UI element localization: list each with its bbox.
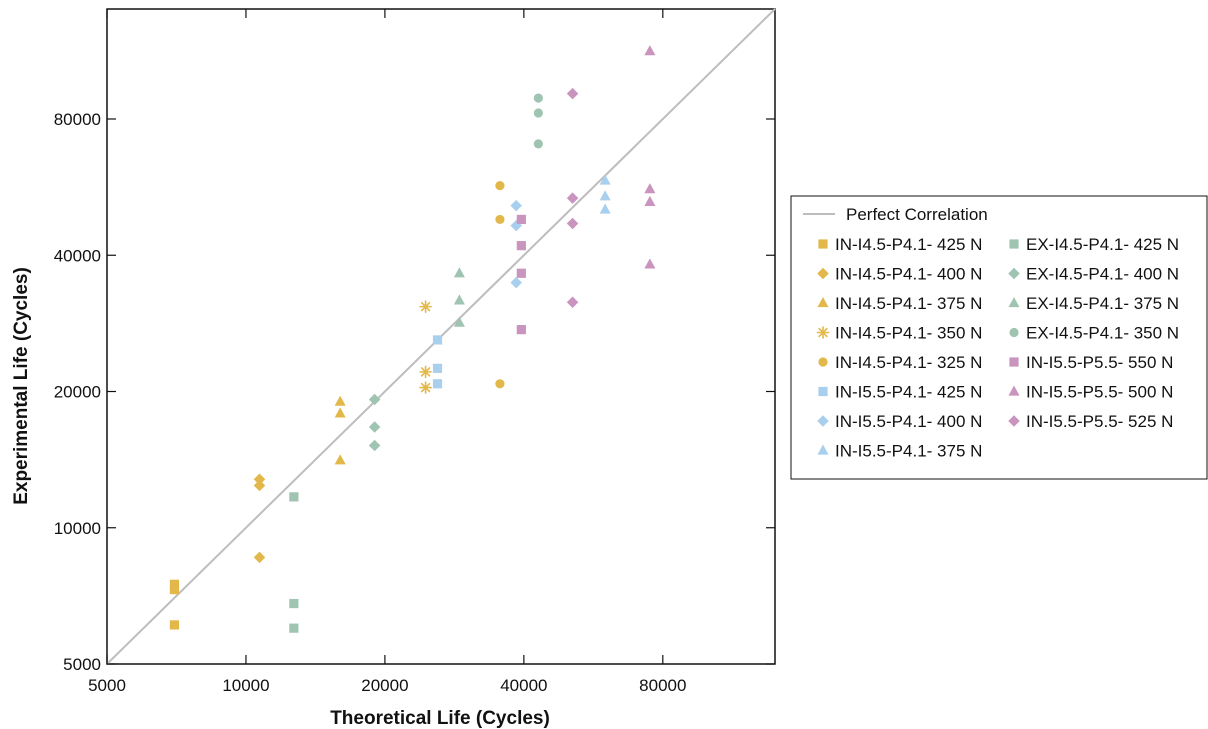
- data-point: [453, 294, 465, 305]
- x-tick-label: 5000: [88, 676, 126, 695]
- data-point: [334, 395, 346, 406]
- legend-marker: [817, 444, 829, 455]
- data-points: [169, 45, 656, 633]
- data-point: [289, 623, 299, 633]
- data-point: [169, 620, 180, 630]
- axis-ticks: 5000 10000 20000 40000 80000 5000 10000 20000 40…: [54, 9, 775, 695]
- legend-label: EX-I4.5-P4.1- 425 N: [1026, 235, 1179, 254]
- legend-marker: [1008, 415, 1020, 427]
- data-point: [289, 598, 299, 609]
- data-point: [432, 379, 443, 389]
- data-point: [289, 492, 299, 502]
- data-point: [533, 139, 543, 149]
- legend-marker: [817, 297, 829, 308]
- x-tick-label: 20000: [361, 676, 408, 695]
- legend-label: IN-I5.5-P4.1- 425 N: [835, 383, 982, 402]
- data-point: [253, 479, 266, 492]
- legend-label: IN-I5.5-P4.1- 400 N: [835, 412, 982, 431]
- legend-marker: [1009, 239, 1019, 249]
- y-tick-label: 10000: [54, 519, 101, 538]
- data-point: [419, 365, 432, 379]
- legend-label: IN-I5.5-P5.5- 525 N: [1026, 412, 1173, 431]
- data-point: [644, 258, 656, 269]
- legend-marker: [1008, 297, 1020, 308]
- data-point: [566, 87, 579, 100]
- data-point: [599, 174, 611, 185]
- data-point: [334, 407, 346, 418]
- data-point: [495, 214, 505, 225]
- x-axis-title: Theoretical Life (Cycles): [330, 708, 550, 729]
- x-tick-label: 40000: [500, 676, 547, 695]
- data-point: [644, 195, 656, 206]
- data-point: [533, 108, 543, 118]
- data-point: [644, 45, 656, 56]
- y-tick-label: 20000: [54, 383, 101, 402]
- data-point: [599, 203, 611, 214]
- data-point: [533, 93, 543, 103]
- plot-frame: [106, 8, 776, 665]
- y-tick-label: 80000: [54, 110, 101, 129]
- legend-label: IN-I4.5-P4.1- 400 N: [835, 265, 982, 284]
- data-point: [495, 181, 505, 191]
- data-point: [419, 300, 432, 313]
- legend-marker: [817, 267, 829, 280]
- data-point: [516, 325, 526, 335]
- legend-label: IN-I5.5-P5.5- 500 N: [1026, 383, 1173, 402]
- data-point: [432, 363, 443, 373]
- data-point: [368, 421, 381, 433]
- data-point: [453, 316, 465, 327]
- y-tick-label: 40000: [54, 246, 101, 265]
- legend-box: [790, 195, 1208, 480]
- legend-marker: [818, 357, 828, 367]
- data-point: [510, 276, 522, 289]
- data-point: [516, 241, 526, 251]
- legend-marker: [1009, 327, 1019, 338]
- legend-label: EX-I4.5-P4.1- 375 N: [1026, 294, 1179, 313]
- legend-label: IN-I5.5-P4.1- 375 N: [835, 442, 982, 461]
- legend-label: IN-I4.5-P4.1- 350 N: [835, 324, 982, 343]
- data-point: [334, 454, 346, 465]
- data-point: [566, 217, 579, 230]
- data-point: [516, 214, 526, 225]
- data-point: [510, 199, 522, 212]
- legend-marker: [818, 386, 828, 397]
- legend-label: EX-I4.5-P4.1- 350 N: [1026, 324, 1179, 343]
- legend-label: IN-I5.5-P5.5- 550 N: [1026, 353, 1173, 372]
- data-point: [516, 268, 526, 278]
- data-point: [419, 381, 432, 394]
- data-point: [253, 473, 266, 485]
- y-tick-label: 5000: [63, 655, 101, 674]
- data-point: [644, 183, 656, 194]
- x-tick-label: 10000: [222, 676, 269, 695]
- data-point: [495, 379, 505, 389]
- data-point: [253, 551, 266, 564]
- legend-marker: [816, 326, 830, 339]
- data-point: [169, 585, 180, 595]
- data-point: [169, 579, 180, 589]
- legend-label: IN-I4.5-P4.1- 375 N: [835, 294, 982, 313]
- legend-label: IN-I4.5-P4.1- 425 N: [835, 235, 982, 254]
- legend-marker: [1009, 357, 1019, 367]
- data-point: [566, 296, 579, 308]
- data-point: [368, 439, 381, 452]
- y-axis-title: Experimental Life (Cycles): [11, 267, 32, 505]
- legend-label: EX-I4.5-P4.1- 400 N: [1026, 265, 1179, 284]
- data-point: [599, 190, 611, 201]
- legend-marker: [1008, 267, 1020, 280]
- x-tick-label: 80000: [639, 676, 686, 695]
- data-point: [432, 335, 443, 345]
- legend-label: Perfect Correlation: [846, 205, 988, 224]
- legend-marker: [817, 415, 829, 427]
- data-point: [453, 267, 465, 278]
- data-point: [368, 393, 381, 406]
- legend-marker: [818, 239, 828, 249]
- legend-marker: [1008, 385, 1020, 396]
- legend-label: IN-I4.5-P4.1- 325 N: [835, 353, 982, 372]
- data-point: [566, 192, 579, 204]
- legend: Perfect Correlation IN-I4.5-P4.1- 425 N IN…: [790, 195, 1208, 480]
